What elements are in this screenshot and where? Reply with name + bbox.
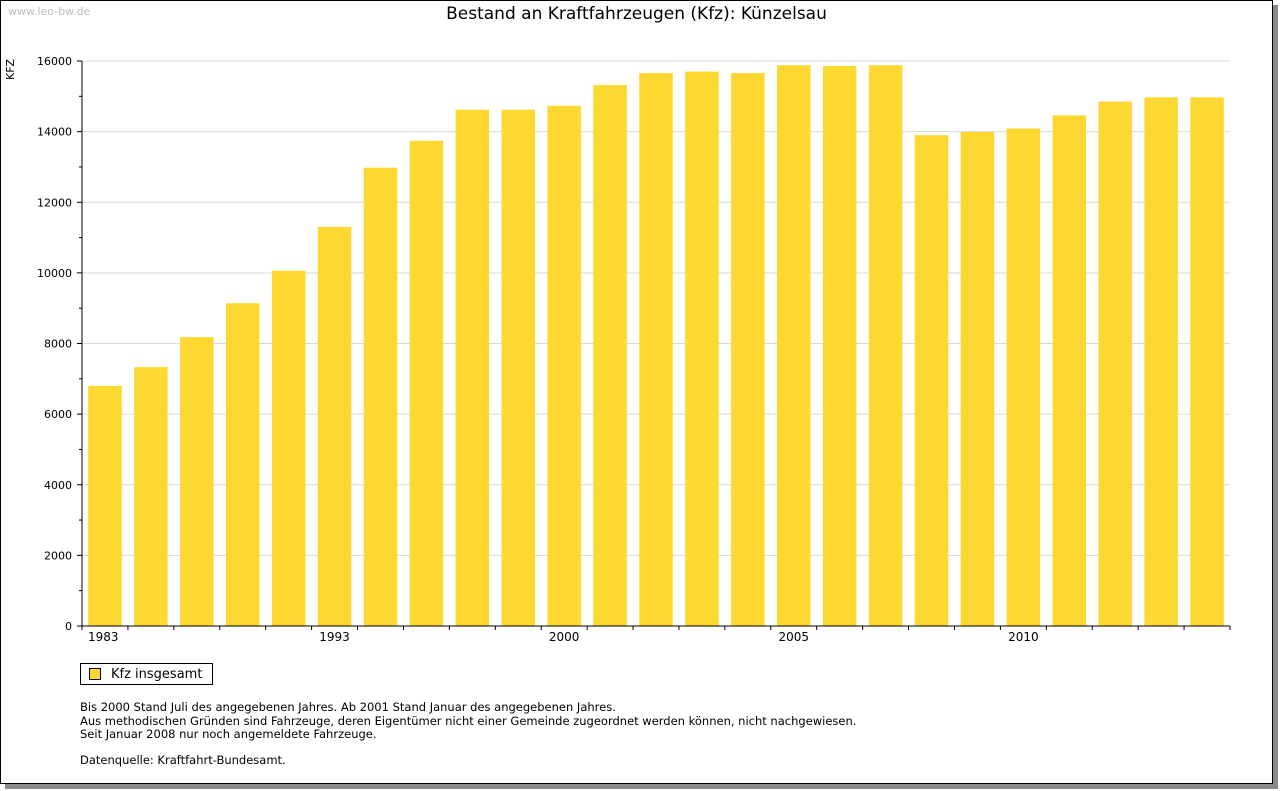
y-tick-label: 2000	[44, 549, 72, 562]
bar	[1144, 97, 1178, 626]
x-tick-label: 1983	[88, 630, 119, 644]
bar	[685, 71, 719, 626]
bar	[960, 131, 995, 626]
footnotes: Bis 2000 Stand Juli des angegebenen Jahr…	[80, 700, 857, 742]
bar	[547, 105, 581, 627]
bar	[1190, 97, 1224, 626]
x-tick-label: 2010	[1008, 630, 1039, 644]
y-tick-label: 8000	[44, 338, 72, 351]
y-tick-label: 6000	[44, 408, 72, 421]
footnote-line: Bis 2000 Stand Juli des angegebenen Jahr…	[80, 700, 616, 714]
bar	[593, 85, 627, 626]
chart-title: Bestand an Kraftfahrzeugen (Kfz): Künzel…	[446, 4, 827, 24]
bar-chart: 0 2000 4000 6000 8000 10000 12000 14000 16000 198…	[37, 55, 1231, 644]
footnote-line: Aus methodischen Gründen sind Fahrzeuge,…	[80, 713, 857, 728]
x-tick-label: 1993	[319, 630, 350, 644]
bar	[501, 109, 536, 626]
x-tick-label: 2000	[549, 630, 580, 644]
bar	[225, 303, 260, 626]
legend-label: Kfz insgesamt	[111, 666, 203, 682]
bar	[409, 140, 444, 626]
bar	[363, 167, 398, 627]
bar	[271, 270, 306, 626]
y-tick-label: 14000	[37, 126, 72, 139]
watermark: www.leo-bw.de	[8, 5, 91, 18]
bar	[776, 65, 811, 627]
bar	[731, 73, 765, 627]
bar	[1052, 115, 1087, 626]
y-tick-label: 12000	[37, 196, 72, 209]
legend: Kfz insgesamt	[80, 663, 214, 685]
bar	[822, 65, 857, 627]
x-tick-label: 2005	[778, 630, 809, 644]
footnote-line: Seit Januar 2008 nur noch angemeldete Fa…	[80, 727, 377, 741]
bar	[1098, 101, 1132, 626]
bar	[1006, 128, 1041, 626]
bar	[88, 385, 122, 626]
bar	[455, 109, 490, 626]
y-tick-label: 10000	[37, 267, 72, 280]
legend-swatch	[89, 668, 101, 680]
data-source: Datenquelle: Kraftfahrt-Bundesamt.	[80, 753, 286, 767]
bar	[134, 367, 168, 626]
y-tick-label: 16000	[37, 55, 72, 68]
bar	[317, 226, 352, 626]
bar	[868, 65, 903, 627]
bar	[639, 73, 673, 627]
y-tick-label: 0	[65, 620, 72, 633]
bar	[914, 135, 949, 626]
y-tick-label: 4000	[44, 479, 72, 492]
bar	[180, 337, 214, 626]
